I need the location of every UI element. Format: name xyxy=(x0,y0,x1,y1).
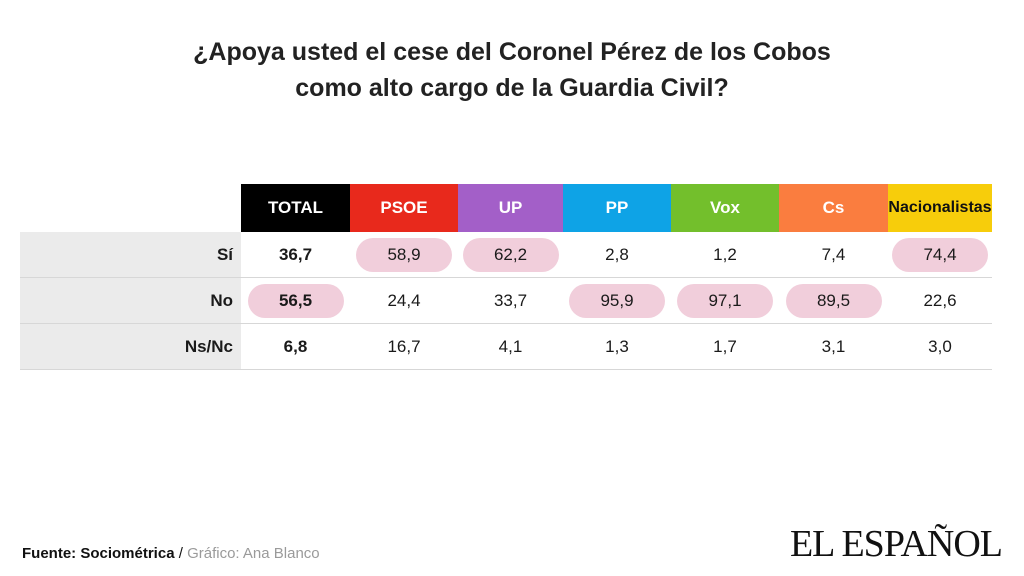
results-table-container: TOTAL PSOE UP PP Vox Cs Nacionalistas Sí 36,7 58… xyxy=(20,184,992,370)
value-cell: 36,7 xyxy=(241,232,350,278)
value: 3,1 xyxy=(821,336,846,356)
value-cell: 62,2 xyxy=(458,232,563,278)
source-text: Fuente: Sociométrica xyxy=(22,545,175,562)
value-cell: 1,7 xyxy=(671,323,779,370)
value: 6,8 xyxy=(283,336,308,356)
value-cell: 74,4 xyxy=(888,232,992,278)
chart-title: ¿Apoya usted el cese del Coronel Pérez d… xyxy=(0,34,1024,106)
value: 36,7 xyxy=(278,244,313,264)
value-cell: 56,5 xyxy=(241,277,350,324)
highlighted-value: 89,5 xyxy=(785,283,882,318)
highlighted-value: 56,5 xyxy=(247,283,344,318)
column-header-psoe: PSOE xyxy=(350,184,458,232)
highlighted-value: 95,9 xyxy=(569,283,665,318)
row-label: Sí xyxy=(20,232,241,278)
column-header-pp: PP xyxy=(563,184,671,232)
value: 24,4 xyxy=(387,290,421,310)
value: 3,0 xyxy=(928,336,952,356)
column-header-cs: Cs xyxy=(779,184,888,232)
highlighted-value: 62,2 xyxy=(462,237,559,272)
el-espanol-logo: EL ESPAÑOL xyxy=(789,523,1003,565)
column-header-nacionalistas: Nacionalistas xyxy=(888,184,992,232)
value: 33,7 xyxy=(493,290,528,310)
results-table: TOTAL PSOE UP PP Vox Cs Nacionalistas Sí 36,7 58… xyxy=(20,184,992,370)
value-cell: 1,3 xyxy=(563,323,671,370)
value-cell: 4,1 xyxy=(458,323,563,370)
value: 22,6 xyxy=(923,290,957,310)
column-header-up: UP xyxy=(458,184,563,232)
value-cell: 1,2 xyxy=(671,232,779,278)
table-row: Sí 36,7 58,9 62,2 2,8 1,2 7,4 74,4 xyxy=(20,232,992,278)
value: 16,7 xyxy=(387,336,421,356)
value: 1,7 xyxy=(713,336,737,356)
value-cell: 6,8 xyxy=(241,323,350,370)
header-blank-cell xyxy=(20,184,241,232)
value: 1,3 xyxy=(605,336,629,356)
value-cell: 95,9 xyxy=(563,277,671,324)
highlighted-value: 97,1 xyxy=(677,283,773,318)
value-cell: 7,4 xyxy=(779,232,888,278)
value-cell: 89,5 xyxy=(779,277,888,324)
table-body: Sí 36,7 58,9 62,2 2,8 1,2 7,4 74,4 No 56,5 24,4 33,… xyxy=(20,232,992,370)
credit-text: Gráfico: Ana Blanco xyxy=(187,545,320,562)
value-cell: 2,8 xyxy=(563,232,671,278)
chart-title-line-1: ¿Apoya usted el cese del Coronel Pérez d… xyxy=(193,38,831,66)
column-header-vox: Vox xyxy=(671,184,779,232)
value-cell: 3,0 xyxy=(888,323,992,370)
table-row: Ns/Nc 6,8 16,7 4,1 1,3 1,7 3,1 3,0 xyxy=(20,323,992,370)
table-row: No 56,5 24,4 33,7 95,9 97,1 89,5 22,6 xyxy=(20,277,992,324)
value: 7,4 xyxy=(821,244,846,264)
footer-source: Fuente: Sociométrica / Gráfico: Ana Blan… xyxy=(22,545,320,562)
highlighted-value: 74,4 xyxy=(892,237,988,272)
value-cell: 58,9 xyxy=(350,232,458,278)
value-cell: 24,4 xyxy=(350,277,458,324)
value-cell: 3,1 xyxy=(779,323,888,370)
footer-separator: / xyxy=(174,545,188,562)
header-row: TOTAL PSOE UP PP Vox Cs Nacionalistas xyxy=(20,184,992,232)
chart-title-line-2: como alto cargo de la Guardia Civil? xyxy=(295,74,729,102)
row-label: Ns/Nc xyxy=(20,323,241,370)
column-header-total: TOTAL xyxy=(241,184,350,232)
value: 2,8 xyxy=(605,244,629,264)
value-cell: 22,6 xyxy=(888,277,992,324)
value-cell: 97,1 xyxy=(671,277,779,324)
value: 1,2 xyxy=(713,244,737,264)
value-cell: 33,7 xyxy=(458,277,563,324)
row-label: No xyxy=(20,277,241,324)
value: 4,1 xyxy=(498,336,523,356)
highlighted-value: 58,9 xyxy=(356,237,452,272)
value-cell: 16,7 xyxy=(350,323,458,370)
